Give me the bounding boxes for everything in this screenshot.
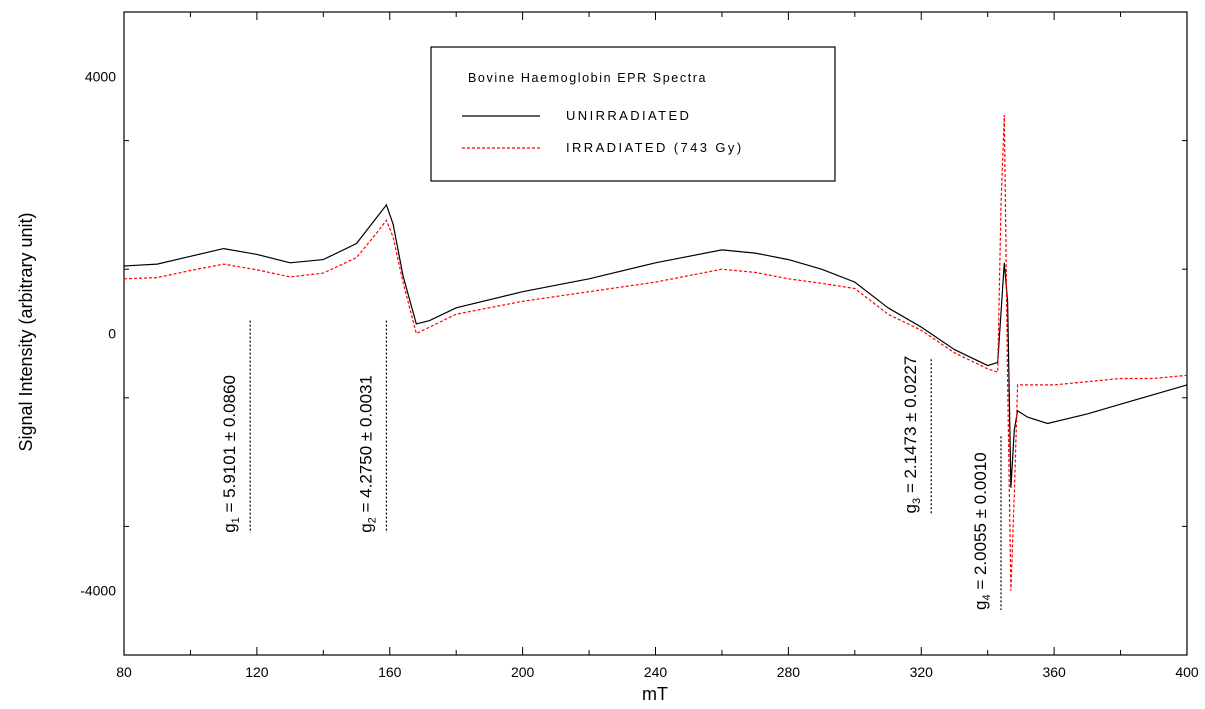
y-tick-label: 4000	[85, 68, 116, 84]
x-tick-label: 400	[1175, 664, 1199, 680]
x-tick-label: 200	[511, 664, 535, 680]
legend: Bovine Haemoglobin EPR Spectra UNIRRADIA…	[430, 46, 836, 182]
legend-box	[430, 46, 836, 182]
x-tick-label: 280	[777, 664, 801, 680]
annotation-label-g1: g1 = 5.9101 ± 0.0860	[220, 375, 242, 533]
annotation-label-g3: g3 = 2.1473 ± 0.0227	[901, 356, 923, 514]
series-line-unirradiated	[123, 203, 1188, 488]
y-tick-label: -4000	[80, 583, 116, 599]
annotations: g1 = 5.9101 ± 0.0860 g2 = 4.2750 ± 0.0031…	[220, 320, 1002, 610]
series-group	[123, 114, 1188, 591]
x-tick-label: 360	[1042, 664, 1066, 680]
legend-title: Bovine Haemoglobin EPR Spectra	[468, 71, 707, 85]
y-tick-label: 0	[108, 326, 116, 342]
legend-label-irradiated: IRRADIATED (743 Gy)	[566, 140, 744, 155]
series-line-irradiated	[123, 114, 1188, 591]
legend-label-unirradiated: UNIRRADIATED	[566, 108, 691, 123]
x-tick-label: 120	[245, 664, 269, 680]
x-tick-label: 80	[116, 664, 132, 680]
y-axis-title: Signal Intensity (arbitrary unit)	[16, 212, 36, 451]
annotation-label-g4: g4 = 2.0055 ± 0.0010	[971, 452, 993, 610]
x-tick-label: 240	[644, 664, 668, 680]
x-tick-label: 160	[378, 664, 402, 680]
x-tick-label: 320	[910, 664, 934, 680]
annotation-label-g2: g2 = 4.2750 ± 0.0031	[356, 375, 378, 533]
tick-labels: 80 120 160 200 240 280 320 360 400 -4000 0 4000	[80, 68, 1199, 680]
axis-ticks	[123, 11, 1188, 656]
x-axis-title: mT	[642, 684, 668, 704]
